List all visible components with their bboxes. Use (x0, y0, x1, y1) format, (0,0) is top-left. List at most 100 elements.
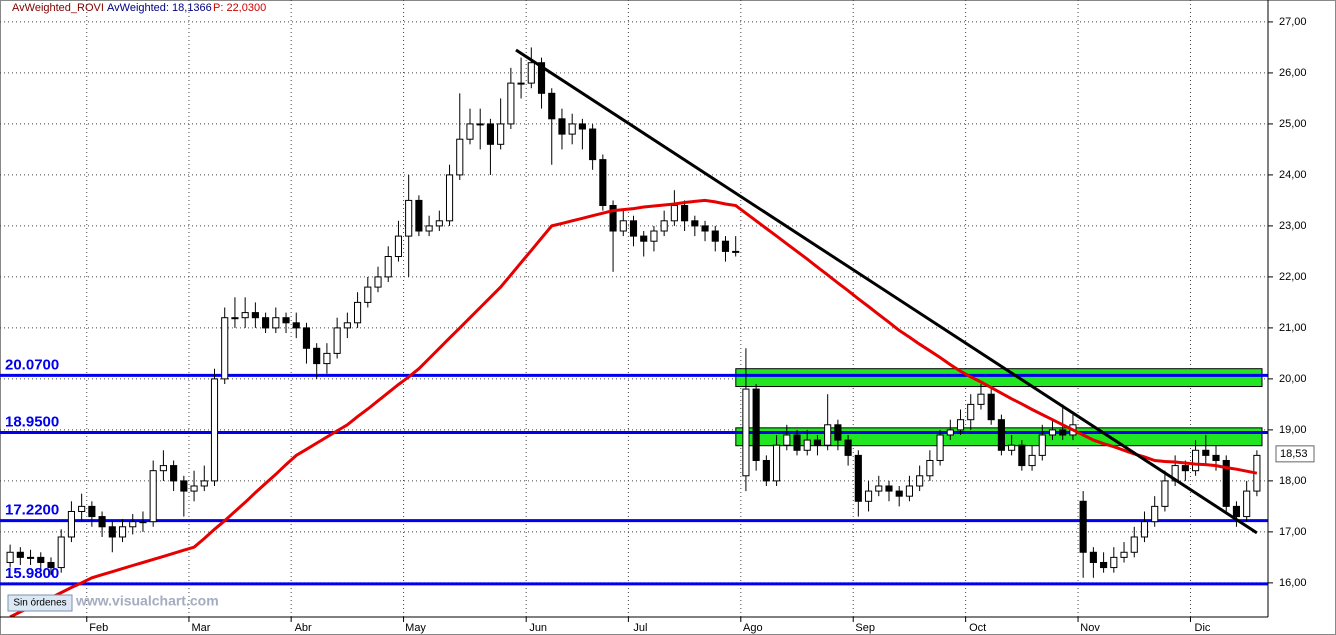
candle-body (1140, 521, 1149, 538)
candle-body (711, 230, 719, 242)
last-price: 18,53 (1280, 448, 1308, 460)
level-label: 15.9800 (5, 565, 59, 582)
x-tick-label: Abr (295, 622, 312, 634)
candle-body (384, 256, 392, 278)
y-tick-label: 20,00 (1279, 373, 1307, 385)
candle-body (681, 205, 689, 222)
y-tick-label: 27,00 (1279, 16, 1307, 28)
candle-body (333, 327, 341, 354)
candle-body (1232, 505, 1241, 518)
candle-body (313, 347, 321, 365)
candle-body (129, 521, 137, 528)
candle-body (875, 485, 883, 492)
candle-body (721, 240, 730, 252)
candle-body (977, 393, 985, 405)
candle-body (599, 159, 607, 207)
candle-body (16, 551, 24, 558)
candle-body (425, 225, 433, 232)
candle-body (251, 312, 259, 319)
candle-body (1130, 536, 1138, 553)
candle-body (670, 205, 678, 222)
candle-body (629, 220, 638, 237)
candle-body (364, 286, 372, 303)
candle-body (732, 250, 740, 253)
candle-body (57, 536, 65, 569)
candle-body (88, 505, 96, 518)
candle-body (926, 459, 934, 477)
candle-body (701, 225, 709, 232)
candle-body (1120, 551, 1128, 558)
x-tick-label: Oct (969, 622, 986, 634)
candle-body (1181, 465, 1189, 472)
candle-body (1048, 429, 1057, 436)
candle-body (47, 561, 55, 569)
candle-body (445, 174, 454, 222)
x-tick-label: May (405, 622, 426, 634)
candle-body (200, 480, 208, 487)
candle-body (302, 327, 311, 349)
last-price-box (1275, 445, 1315, 463)
candle-body (1100, 561, 1108, 569)
candle-body (26, 556, 35, 559)
candle-body (67, 510, 75, 538)
candle-body (37, 556, 45, 563)
candle-body (517, 82, 525, 85)
candle-body (394, 235, 403, 258)
y-tick-label: 22,00 (1279, 271, 1307, 283)
x-tick-label: Dic (1195, 622, 1211, 634)
symbol: AvWeighted_ROVI (12, 2, 104, 14)
candle-body (456, 138, 464, 176)
x-tick-label: Ago (743, 622, 763, 634)
candle-body (343, 322, 351, 329)
candle-body (997, 419, 1005, 451)
candle-body (1202, 449, 1210, 456)
badge[interactable]: Sin órdenes (13, 598, 66, 609)
candle-body (537, 62, 546, 94)
candle-body (1089, 551, 1097, 563)
candle-body (159, 465, 167, 472)
y-tick-label: 21,00 (1279, 322, 1307, 334)
candle-body (956, 419, 965, 431)
level-label: 18.9500 (5, 413, 59, 430)
candle-body (967, 403, 975, 421)
candle-body (905, 485, 913, 497)
candle-body (834, 424, 842, 441)
candle-body (895, 490, 903, 497)
candle-body (221, 317, 229, 380)
candle-body (78, 505, 86, 512)
candle-body (640, 235, 648, 242)
candle-body (864, 490, 873, 502)
candle-body (650, 230, 658, 242)
candle-body (262, 317, 270, 329)
candle-body (486, 123, 494, 145)
candle-body (466, 123, 474, 140)
trend-line (515, 48, 1258, 535)
candle-body (272, 317, 280, 329)
candle-body (210, 378, 219, 482)
candle-body (170, 465, 178, 482)
level-label: 20.0700 (5, 356, 59, 373)
candle-body (844, 439, 852, 456)
candle-body (1008, 444, 1016, 451)
candle-body (354, 301, 362, 324)
candle-body (98, 516, 106, 528)
badge-box[interactable] (7, 594, 73, 612)
x-tick-label: Nov (1080, 622, 1100, 634)
candle-body (374, 276, 382, 288)
candle-body (507, 82, 515, 125)
candle-body (435, 220, 443, 227)
x-tick-label: Jul (633, 622, 647, 634)
candle-body (548, 92, 556, 120)
candle-body (946, 429, 954, 436)
candle-body (527, 62, 535, 84)
candle-body (190, 485, 198, 492)
candle-body (987, 393, 995, 421)
plot-area (0, 47, 1268, 617)
candle-body (619, 220, 627, 232)
candle-body (742, 388, 750, 477)
y-tick-label: 24,00 (1279, 169, 1307, 181)
candle-body (6, 551, 14, 563)
candle-body (578, 123, 586, 130)
candle-body (282, 317, 290, 324)
y-tick-label: 23,00 (1279, 220, 1307, 232)
